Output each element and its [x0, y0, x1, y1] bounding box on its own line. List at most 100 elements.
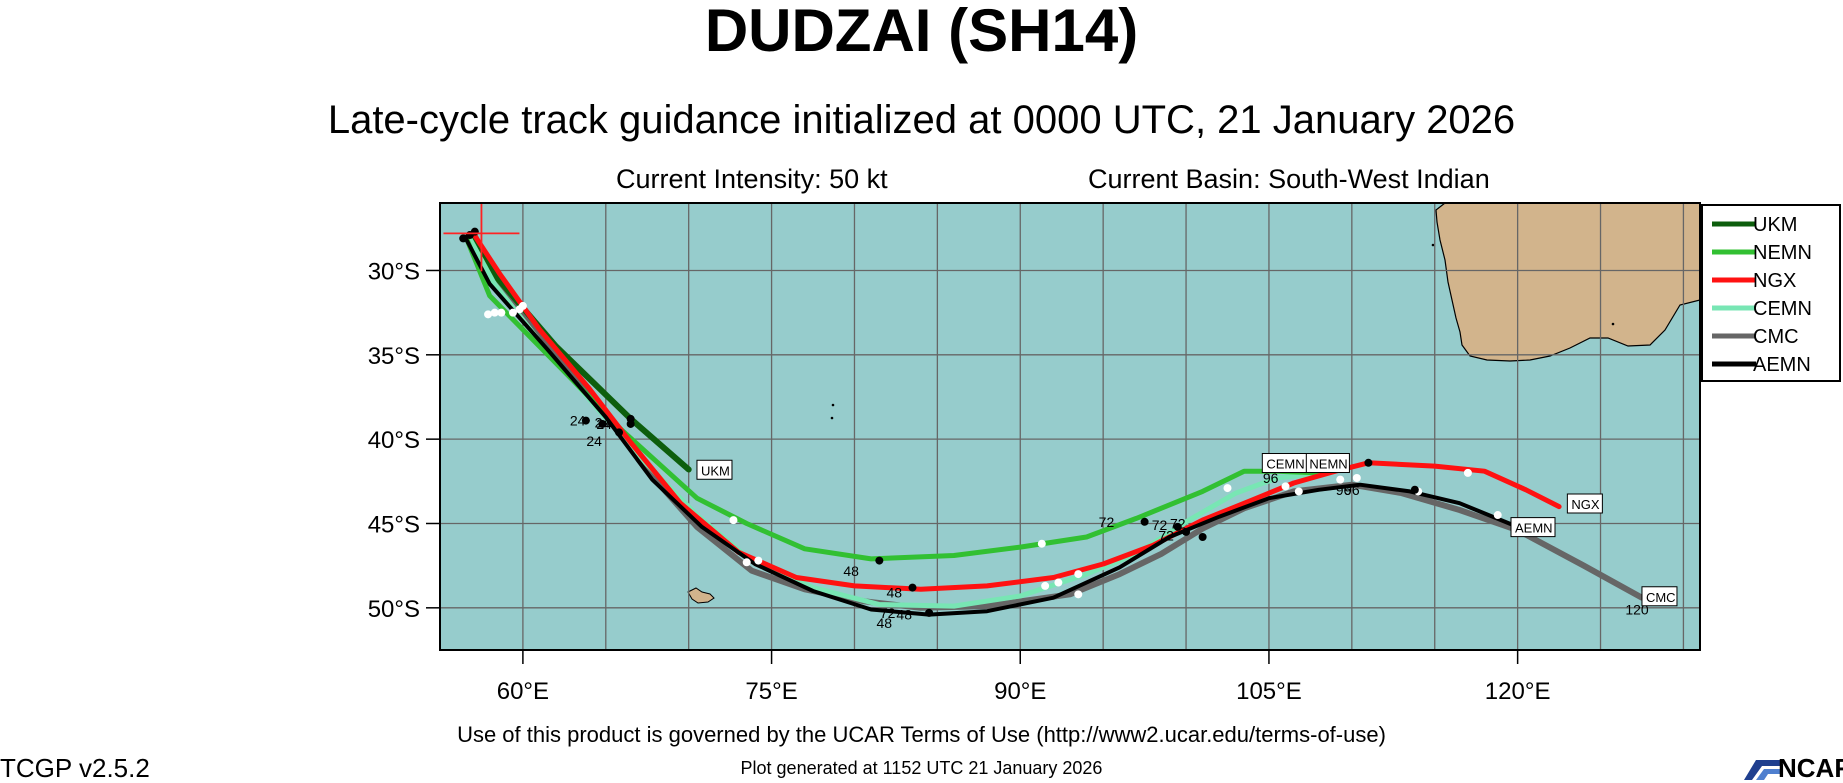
- end-label-box: [1566, 493, 1603, 514]
- track-point-white: [1493, 511, 1502, 520]
- end-label-text: CMC: [1646, 590, 1676, 605]
- longitude-axis: 60°E 75°E 90°E 105°E 120°E: [497, 650, 1551, 705]
- track-point-white: [490, 308, 499, 317]
- track-point-black: [1173, 522, 1182, 531]
- island-kerguelen: [687, 587, 715, 604]
- track-point-white: [1074, 570, 1083, 579]
- end-label-box: [1641, 586, 1678, 607]
- track-point-black: [615, 428, 624, 437]
- map-border: [439, 202, 1701, 651]
- model-end-labels: UKM NEMN NGX CEMN CMC AEMN: [696, 453, 1678, 607]
- end-label-text: AEMN: [1515, 521, 1553, 536]
- track-point-black: [581, 416, 590, 425]
- forecast-hour-label: 48: [843, 563, 859, 579]
- plot-generated-time: Plot generated at 1152 UTC 21 January 20…: [740, 758, 1103, 778]
- lon-tick-label: 105°E: [1236, 678, 1302, 705]
- lat-tick-label: 40°S: [368, 427, 420, 454]
- track-point-black: [1140, 517, 1149, 526]
- legend-label-nemn: NEMN: [1753, 242, 1812, 264]
- current-position-marker: [443, 203, 520, 272]
- lon-tick-label: 90°E: [994, 678, 1046, 705]
- track-point-white: [1463, 468, 1472, 477]
- track-point-black: [459, 234, 468, 243]
- lat-tick-label: 30°S: [368, 258, 420, 285]
- end-label-cmc: CMC: [1641, 586, 1678, 607]
- track-point-black: [598, 419, 607, 428]
- track-point-white: [1223, 484, 1232, 493]
- page-title: DUDZAI (SH14): [704, 0, 1139, 64]
- end-label-box: [696, 459, 733, 480]
- track-point-white: [729, 516, 738, 525]
- track-point-white: [508, 308, 517, 317]
- track-point-white: [518, 301, 527, 310]
- forecast-hour-label: 24: [570, 413, 586, 429]
- end-label-box: [1261, 453, 1307, 474]
- track-point-white: [742, 558, 751, 567]
- end-label-nemn: NEMN: [1304, 453, 1350, 474]
- track-point-black: [1182, 527, 1191, 536]
- current-intensity: Current Intensity: 50 kt: [616, 164, 888, 194]
- current-basin: Current Basin: South-West Indian: [1088, 164, 1490, 194]
- track-point-black: [626, 414, 635, 423]
- lat-tick-label: 35°S: [368, 343, 420, 370]
- end-label-text: NGX: [1571, 497, 1600, 512]
- legend-label-ngx: NGX: [1753, 270, 1796, 292]
- track-point-white: [1336, 475, 1345, 484]
- ncar-logo-text: NCAR: [1778, 753, 1843, 783]
- track-point-black: [1410, 485, 1419, 494]
- land-australia: [687, 203, 1700, 604]
- track-point-white: [1037, 539, 1046, 548]
- forecast-hour-label: 72: [880, 605, 896, 621]
- end-label-text: CEMN: [1266, 457, 1304, 472]
- legend-label-aemn: AEMN: [1753, 354, 1811, 376]
- end-label-box: [1510, 517, 1556, 538]
- track-point-white: [484, 310, 493, 319]
- latitude-axis: 30°S 35°S 40°S 45°S 50°S: [368, 258, 440, 623]
- track-point-white: [497, 308, 506, 317]
- track-point-white: [1074, 590, 1083, 599]
- track-point-white: [1281, 482, 1290, 491]
- end-label-cemn: CEMN: [1261, 453, 1307, 474]
- version-label: TCGP v2.5.2: [0, 753, 150, 783]
- forecast-hour-label: 24: [596, 416, 612, 432]
- lat-tick-label: 45°S: [368, 511, 420, 538]
- forecast-hour-label: 72: [1170, 516, 1186, 532]
- lon-tick-label: 60°E: [497, 678, 549, 705]
- model-tracks: [462, 230, 1645, 617]
- track-point-black: [1198, 532, 1207, 541]
- ncar-logo-icon: [1744, 760, 1782, 780]
- map-frame: 4872964872242496729612048724824247296120…: [439, 202, 1701, 651]
- track-aemn: [462, 234, 1537, 617]
- end-label-ukm: UKM: [696, 459, 733, 480]
- island-dot: [1431, 243, 1435, 247]
- legend-label-cmc: CMC: [1753, 326, 1799, 348]
- end-label-text: NEMN: [1309, 457, 1347, 472]
- forecast-hour-label: 96: [1263, 470, 1279, 486]
- land-shape: [1435, 203, 1700, 362]
- forecast-hour-label: 48: [886, 585, 902, 601]
- forecast-hour-label: 24: [586, 433, 602, 449]
- forecast-hour-label: 96: [1344, 482, 1360, 498]
- island-dot: [1611, 322, 1615, 326]
- forecast-hour-label: 24: [595, 414, 611, 430]
- forecast-hour-label: 72: [1152, 517, 1168, 533]
- track-point-white: [1352, 473, 1361, 482]
- track-point-black: [908, 583, 917, 592]
- legend-box: [1701, 204, 1841, 382]
- forecast-hour-label: 96: [1336, 482, 1352, 498]
- forecast-hour-label: 72: [1099, 514, 1115, 530]
- track-point-black: [465, 231, 474, 240]
- lon-tick-label: 120°E: [1485, 678, 1551, 705]
- track-point-white: [1041, 581, 1050, 590]
- track-point-black: [925, 608, 934, 617]
- end-label-text: UKM: [701, 463, 730, 478]
- legend: UKM NEMN NGX CEMN CMC AEMN: [1701, 204, 1841, 382]
- track-point-white: [754, 556, 763, 565]
- track-ngx: [470, 230, 1562, 592]
- track-markers: [459, 227, 1525, 617]
- lon-tick-label: 75°E: [745, 678, 797, 705]
- legend-label-ukm: UKM: [1753, 214, 1797, 236]
- lat-tick-label: 50°S: [368, 596, 420, 623]
- island-dot: [830, 416, 834, 420]
